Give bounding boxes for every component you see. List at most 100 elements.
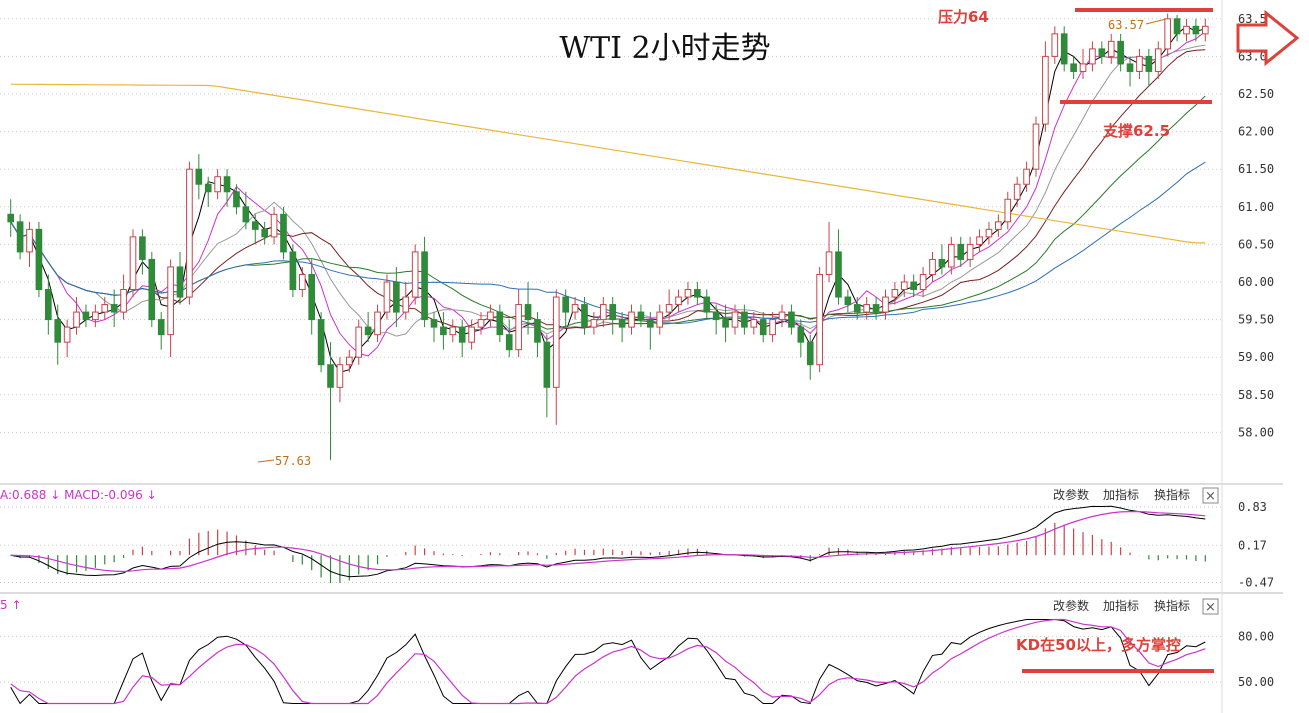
macd-add-indicator-button[interactable]: 加指标 xyxy=(1103,487,1139,502)
y-tick-label: 50.00 xyxy=(1238,675,1274,689)
candle-body-up xyxy=(1032,123,1040,170)
candle-body-down xyxy=(637,311,645,321)
candle-body-up xyxy=(571,304,579,313)
candle-body-down xyxy=(1117,40,1124,65)
candle-body-down xyxy=(1060,33,1068,65)
y-tick-label: -0.47 xyxy=(1238,575,1274,589)
candle-body-down xyxy=(110,304,118,313)
candle-body-down xyxy=(440,326,447,336)
candle-body-down xyxy=(421,251,428,321)
candle-body-down xyxy=(223,176,231,193)
kd-annotation: KD在50以上，多方掌控 xyxy=(1016,636,1214,673)
candle-body-down xyxy=(806,341,814,366)
candle-body-up xyxy=(336,364,344,388)
candle-body-down xyxy=(759,319,767,336)
candle-body-down xyxy=(647,319,654,328)
candle-body-up xyxy=(167,266,174,336)
candle-body-up xyxy=(882,296,889,313)
resistance-label: 压力64 xyxy=(938,8,989,26)
candle-body-down xyxy=(54,319,62,343)
candle-body-up xyxy=(1051,33,1059,57)
candle-body-down xyxy=(872,304,880,313)
candle-body-down xyxy=(741,311,748,328)
kd-switch-indicator-button[interactable]: 换指标 xyxy=(1154,598,1190,613)
candle-body-up xyxy=(590,319,598,328)
main-gridlines xyxy=(0,18,1222,433)
candle-body-up xyxy=(101,304,109,313)
candlestick-series xyxy=(7,13,1209,461)
macd-indicator-label: A:0.688 ↓ MACD:-0.096 ↓ xyxy=(0,488,157,502)
ma-blue-line xyxy=(10,161,1206,325)
candle-body-down xyxy=(16,221,24,253)
candle-body-down xyxy=(82,311,90,321)
candle-body-down xyxy=(722,319,729,328)
kd-panel-buttons: 改参数 加指标 换指标 × xyxy=(1053,598,1219,615)
candle-body-down xyxy=(797,326,805,343)
candle-body-up xyxy=(1013,183,1021,200)
candle-body-down xyxy=(280,213,287,253)
macd-lines xyxy=(10,505,1206,578)
candle-body-up xyxy=(1079,63,1087,72)
candle-body-up xyxy=(73,311,80,328)
y-tick-label: 80.00 xyxy=(1238,629,1274,643)
candle-body-down xyxy=(35,228,43,291)
candle-body-down xyxy=(327,364,334,388)
candle-body-up xyxy=(900,281,908,291)
kd-y-axis: 80.00 50.00 xyxy=(1238,629,1274,689)
candle-body-down xyxy=(148,258,156,321)
macd-params-button[interactable]: 改参数 xyxy=(1053,487,1089,502)
candle-body-up xyxy=(891,289,899,298)
candle-body-up xyxy=(985,228,993,238)
candle-body-up xyxy=(383,281,391,313)
high-price-label: 63.57 xyxy=(1108,18,1144,32)
candle-body-down xyxy=(430,319,438,328)
y-tick-label: 58.00 xyxy=(1238,425,1274,439)
candle-body-up xyxy=(1183,25,1190,35)
y-tick-label: 0.17 xyxy=(1238,538,1267,552)
candle-body-up xyxy=(656,311,664,328)
candle-body-up xyxy=(599,304,607,321)
kd-params-button[interactable]: 改参数 xyxy=(1053,598,1089,613)
high-price-arrow-line xyxy=(1145,18,1167,25)
y-tick-label: 58.50 xyxy=(1238,388,1274,402)
candle-body-down xyxy=(1173,18,1181,35)
candle-body-up xyxy=(1023,168,1030,185)
candle-body-up xyxy=(816,273,823,366)
candle-body-down xyxy=(496,311,504,336)
macd-close-icon: × xyxy=(1205,489,1216,504)
macd-close-button[interactable] xyxy=(1202,487,1219,504)
candle-body-up xyxy=(449,326,457,336)
candle-body-down xyxy=(233,191,240,208)
candle-body-up xyxy=(214,176,221,193)
kd-close-button[interactable] xyxy=(1202,598,1219,615)
candle-body-up xyxy=(515,304,522,351)
macd-gridlines xyxy=(0,506,1222,583)
candle-body-down xyxy=(835,251,842,298)
candle-body-up xyxy=(1004,198,1012,223)
candle-body-down xyxy=(393,281,400,313)
candle-body-up xyxy=(675,296,682,306)
high-price-marker: 63.57 xyxy=(1108,18,1167,32)
macd-switch-indicator-button[interactable]: 换指标 xyxy=(1154,487,1190,502)
kd-lines xyxy=(10,618,1206,705)
macd-dif-line xyxy=(10,505,1206,578)
main-y-axis: 63.0062.5062.0061.5061.0060.5060.0059.50… xyxy=(1238,12,1274,440)
candle-body-up xyxy=(402,296,410,313)
candle-body-up xyxy=(63,326,71,343)
candle-body-up xyxy=(1164,18,1171,50)
candle-body-down xyxy=(505,334,513,351)
candle-body-down xyxy=(609,304,617,321)
candle-body-up xyxy=(976,236,983,245)
candle-body-up xyxy=(731,311,739,328)
kd-add-indicator-button[interactable]: 加指标 xyxy=(1103,598,1139,613)
candle-body-up xyxy=(186,168,193,298)
candle-body-down xyxy=(694,289,701,298)
candle-body-up xyxy=(929,258,936,275)
candle-body-up xyxy=(995,221,1002,230)
y-tick-label: 60.50 xyxy=(1238,237,1274,251)
y-tick-label: 60.00 xyxy=(1238,275,1274,289)
candle-body-down xyxy=(1192,25,1200,35)
moving-average-lines xyxy=(10,25,1206,373)
candle-body-up xyxy=(1136,55,1143,72)
candle-body-down xyxy=(524,304,532,321)
